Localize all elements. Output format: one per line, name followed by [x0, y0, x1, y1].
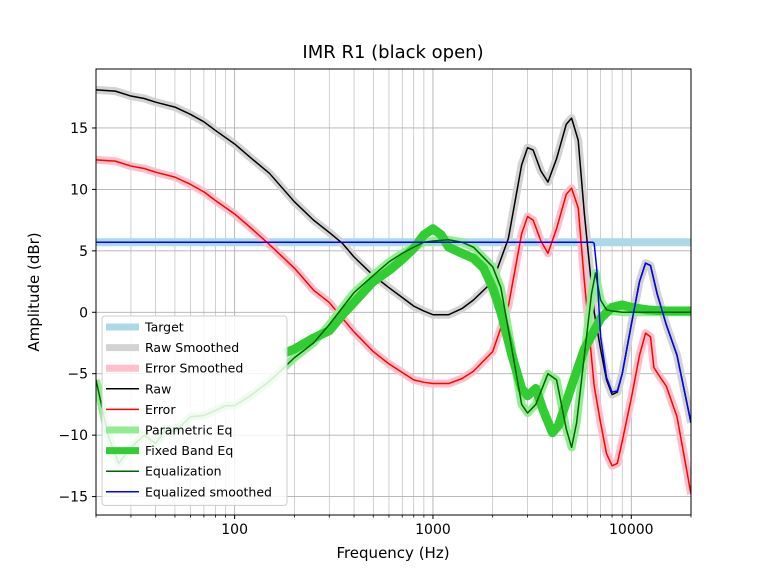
legend: Target Raw Smoothed Error Smoothed Raw Error… — [101, 315, 288, 506]
x-tick-label: 100 — [221, 522, 248, 538]
plot-frame — [95, 68, 692, 516]
x-tick-label: 10000 — [609, 522, 654, 538]
legend-label: Error — [145, 402, 176, 417]
x-axis-label: Frequency (Hz) — [336, 544, 449, 562]
legend-box — [101, 315, 288, 506]
legend-label: Target — [144, 320, 184, 335]
legend-label: Fixed Band Eq — [145, 443, 233, 458]
y-tick-label: −5 — [67, 367, 88, 383]
y-tick-label: −15 — [58, 490, 88, 506]
chart-title: IMR R1 (black open) — [302, 42, 483, 63]
series-group — [96, 85, 691, 495]
legend-label: Parametric Eq — [145, 423, 233, 438]
x-tick-label: 1000 — [415, 522, 451, 538]
legend-label: Raw — [145, 381, 171, 396]
legend-label: Equalization — [145, 464, 222, 479]
legend-label: Raw Smoothed — [145, 340, 239, 355]
y-tick-label: 5 — [79, 244, 88, 260]
y-tick-label: 0 — [79, 305, 88, 321]
y-axis-label: Amplitude (dBr) — [25, 232, 43, 351]
series-line-error — [96, 159, 691, 495]
y-tick-label: −10 — [58, 428, 88, 444]
series-line-fixed-band-eq — [283, 224, 691, 438]
legend-label: Equalized smoothed — [145, 484, 272, 499]
legend-label: Error Smoothed — [145, 361, 243, 376]
y-tick-label: 10 — [70, 182, 88, 198]
axis-ticks: 100 1000 10000 −15 −10 −5 0 5 10 15 — [58, 121, 692, 538]
series-line-equalized-smoothed — [96, 241, 691, 424]
y-tick-label: 15 — [70, 121, 88, 137]
